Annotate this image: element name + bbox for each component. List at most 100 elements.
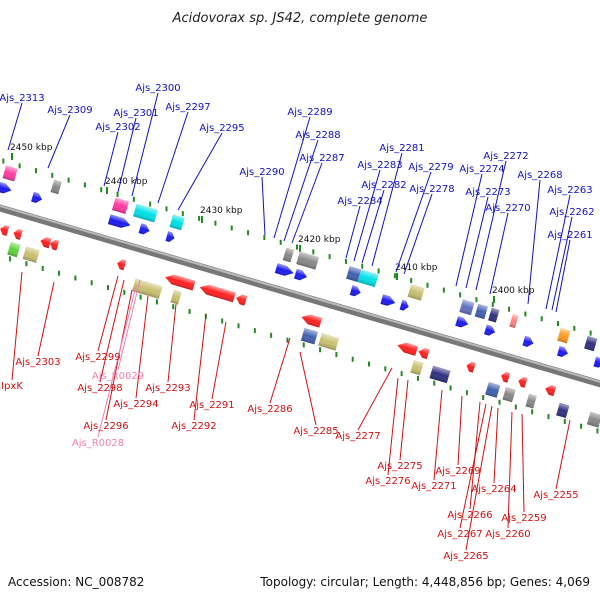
forward-gene-label: Ajs_2284 (337, 196, 382, 207)
gene-box-lower (586, 411, 600, 428)
forward-gene-label: Ajs_2263 (547, 185, 592, 196)
minor-tick (41, 265, 44, 271)
minor-tick (547, 414, 550, 420)
gene-box-lower (22, 246, 40, 263)
leader-line (99, 279, 125, 383)
minor-tick (214, 220, 217, 226)
minor-tick (270, 332, 273, 338)
leader-line (103, 131, 119, 187)
accession-text: Accession: NC_008782 (8, 575, 144, 589)
minor-tick (2, 158, 5, 164)
leader-line (167, 303, 177, 383)
tick-marks: 2450 kbp 2440 kbp 2430 kbp 2420 kbp 2410 kbp… (2, 143, 599, 434)
leader-line (135, 295, 149, 399)
minor-tick (335, 351, 338, 357)
minor-tick (442, 287, 445, 293)
minor-tick (123, 289, 126, 295)
gene-box-lower-shade (429, 365, 451, 384)
reverse-gene-label: Ajs_2264 (471, 484, 516, 495)
gene-box-lower (485, 381, 501, 398)
minor-tick (188, 308, 191, 314)
forward-gene-arrow-shade (294, 268, 307, 281)
minor-tick (155, 299, 158, 305)
reverse-gene-arrow-shade (501, 371, 511, 383)
genome-backbone (0, 204, 600, 388)
minor-tick (475, 297, 478, 303)
tick-label: 2450 kbp (10, 143, 53, 153)
gene-box-upper (407, 284, 425, 301)
minor-tick (368, 361, 371, 367)
minor-tick (34, 168, 37, 174)
reverse-gene-label: Ajs_2294 (113, 399, 158, 410)
leader-line (555, 239, 571, 313)
reverse-gene-arrow (0, 225, 10, 236)
minor-tick (361, 263, 364, 269)
gene-box-upper (357, 269, 379, 288)
minor-tick (589, 330, 592, 336)
leader-line (7, 102, 23, 151)
backbone-band (0, 204, 600, 388)
leader-line (117, 279, 141, 371)
forward-gene-arrow-shade (274, 263, 294, 276)
forward-gene-arrow (380, 294, 396, 306)
reverse-gene-arrow (418, 348, 430, 360)
gene-box-upper-shade (557, 328, 571, 344)
forward-gene-arrow-shade (138, 223, 150, 235)
minor-tick (410, 278, 413, 284)
reverse-gene-label: Ajs_2275 (377, 461, 422, 472)
forward-gene-arrow-shade (399, 299, 409, 311)
gene-box-lower-shade (485, 381, 501, 398)
label-leader-lines (7, 92, 573, 551)
backbone-highlight (0, 204, 600, 383)
minor-tick (482, 395, 485, 401)
leader-line (521, 413, 525, 513)
minor-tick (328, 254, 331, 260)
gene-box-upper-shade (357, 269, 379, 288)
leader-line (273, 116, 311, 239)
gene-box-upper-shade (2, 165, 18, 182)
forward-gene-label: Ajs_2302 (95, 122, 140, 133)
gene-box-lower (7, 241, 21, 258)
reverse-gene-arrow-shade (301, 314, 323, 328)
reverse-gene-arrow (501, 371, 511, 383)
minor-tick (524, 311, 527, 317)
gene-box-upper (509, 313, 519, 329)
leader-line (211, 321, 227, 400)
gene-box-upper-shade (584, 335, 598, 352)
forward-gene-label: Ajs_2290 (239, 167, 284, 178)
forward-gene-label: Ajs_2281 (379, 143, 424, 154)
minor-tick (416, 375, 419, 381)
forward-gene-arrow (522, 335, 534, 347)
minor-tick (286, 337, 289, 343)
minor-tick (384, 366, 387, 372)
reverse-gene-label: Ajs_2266 (447, 510, 492, 521)
forward-gene-arrow-shade (165, 231, 175, 242)
minor-tick (90, 280, 93, 286)
reverse-gene-arrow-shade (545, 385, 557, 397)
reverse-gene-arrow (466, 361, 476, 373)
reverse-gene-arrow-shade (466, 361, 476, 373)
minor-tick (253, 328, 256, 334)
gene-box-lower-shade (410, 360, 424, 376)
forward-gene-label: Ajs_2270 (485, 203, 530, 214)
genome-summary-text: Topology: circular; Length: 4,448,856 bp… (259, 575, 590, 589)
minor-tick (198, 215, 201, 221)
reverse-gene-arrow (50, 239, 60, 251)
forward-gene-arrow-shade (455, 316, 469, 328)
gene-box-upper-shade (133, 203, 158, 223)
leader-line (371, 152, 403, 267)
leader-line (97, 275, 119, 352)
forward-gene-arrow-shade (522, 335, 534, 347)
minor-tick (540, 316, 543, 322)
minor-tick (9, 256, 12, 262)
minor-tick (237, 323, 240, 329)
forward-gene-arrow (399, 299, 409, 311)
minor-tick (263, 235, 266, 241)
gene-box-lower (502, 387, 516, 403)
leader-line (177, 132, 223, 211)
leader-line (459, 403, 487, 529)
forward-gene-label: Ajs_2297 (165, 102, 210, 113)
minor-tick (449, 385, 452, 391)
